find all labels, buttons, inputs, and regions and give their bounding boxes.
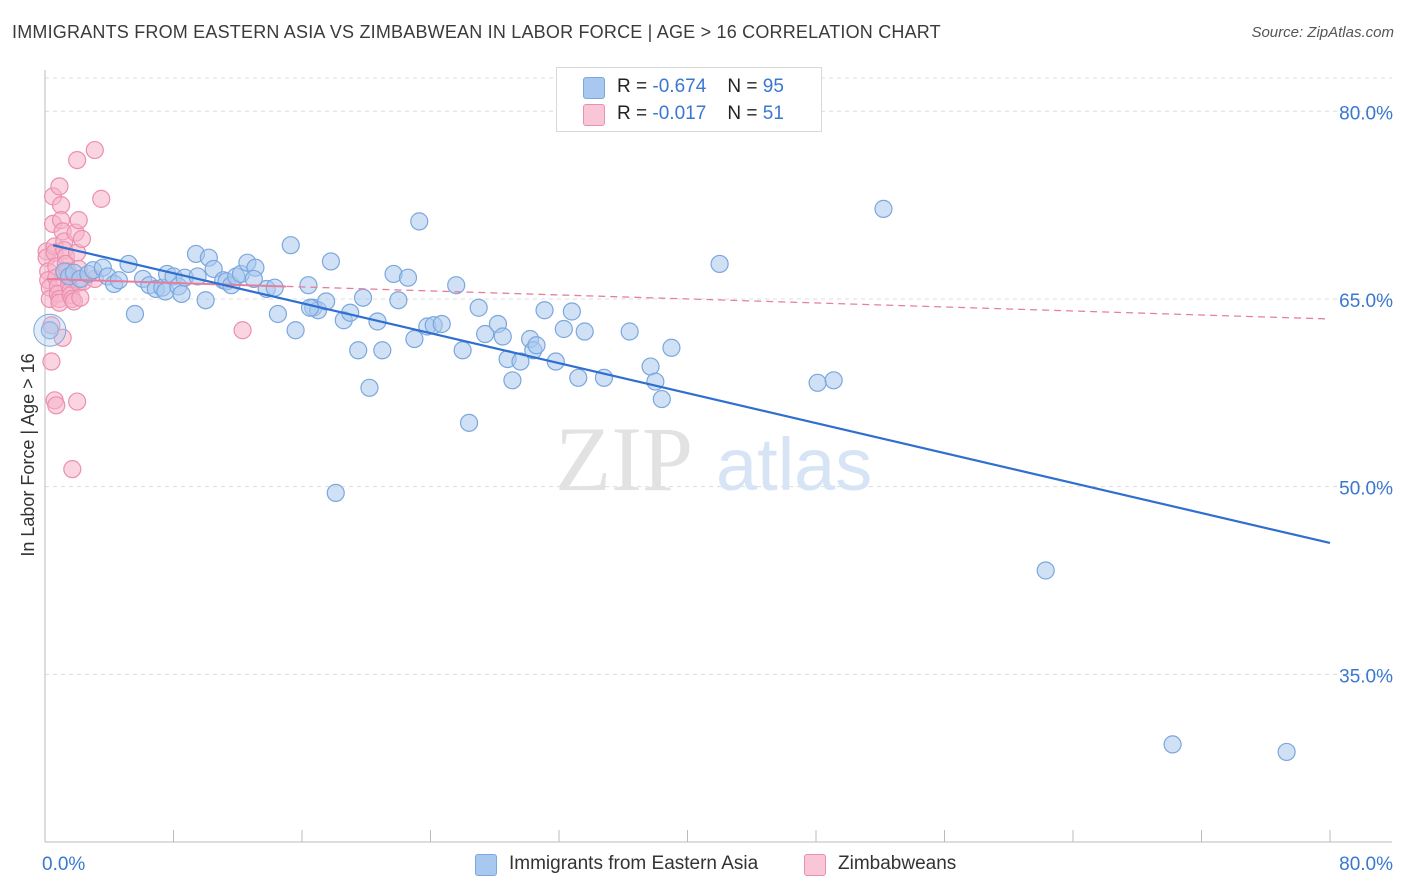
- eastern-asia-point: [1036, 561, 1055, 580]
- zimbabweans-point: [50, 177, 69, 196]
- zimbabweans-trend-line: [46, 278, 1331, 320]
- zimbabweans-point: [47, 396, 66, 415]
- legend-box: R = -0.674 N = 95 R = -0.017 N = 51: [556, 67, 822, 132]
- legend-r-value: -0.017: [652, 103, 707, 124]
- zimbabweans-points: [37, 140, 252, 479]
- zimbabweans-point: [72, 229, 92, 249]
- eastern-asia-point: [353, 288, 373, 307]
- eastern-asia-point: [535, 301, 554, 320]
- eastern-asia-point: [662, 338, 681, 357]
- legend-r-label: R =: [617, 103, 648, 124]
- legend-r-label: R =: [617, 76, 648, 97]
- x-tick-label: 80.0%: [1339, 854, 1393, 875]
- eastern-asia-point: [710, 254, 729, 274]
- eastern-asia-point: [196, 291, 215, 310]
- eastern-asia-point: [562, 302, 581, 321]
- eastern-asia-point: [469, 298, 488, 317]
- y-tick-label: 35.0%: [1339, 666, 1393, 687]
- eastern-asia-point: [453, 341, 472, 360]
- eastern-asia-point: [281, 236, 300, 255]
- zimbabweans-point: [71, 288, 90, 307]
- legend-n-value: 95: [762, 76, 784, 97]
- eastern-asia-point: [1277, 742, 1296, 762]
- eastern-asia-point: [40, 321, 59, 340]
- eastern-asia-point: [299, 276, 318, 295]
- watermark: ZIP atlas: [555, 408, 872, 510]
- legend-swatch-pink: [583, 104, 605, 126]
- eastern-asia-point: [641, 357, 660, 376]
- legend-n-label: N =: [727, 103, 758, 124]
- eastern-asia-point: [527, 336, 546, 355]
- eastern-asia-point: [286, 321, 305, 340]
- eastern-asia-point: [405, 329, 424, 349]
- eastern-asia-point: [326, 483, 345, 503]
- eastern-asia-trend-line: [52, 244, 1331, 545]
- eastern-asia-point: [459, 413, 479, 432]
- eastern-asia-point: [824, 371, 843, 390]
- zimbabweans-point: [69, 211, 88, 230]
- eastern-asia-point: [476, 324, 495, 344]
- eastern-asia-point: [373, 341, 392, 360]
- eastern-asia-point: [265, 278, 284, 297]
- legend-n-label: N =: [727, 76, 758, 97]
- eastern-asia-points: [33, 199, 1296, 762]
- eastern-asia-point: [268, 304, 288, 324]
- zimbabweans-point: [92, 189, 111, 208]
- bottom-legend-label: Immigrants from Eastern Asia: [509, 853, 759, 874]
- legend-r-value: -0.674: [652, 76, 707, 97]
- bottom-legend-swatch-pink: [804, 854, 826, 876]
- x-tick-label: 0.0%: [42, 854, 85, 875]
- y-axis-label: In Labor Force | Age > 16: [18, 353, 38, 556]
- watermark-zip: ZIP: [555, 408, 693, 510]
- zimbabweans-point: [68, 392, 87, 411]
- eastern-asia-point: [808, 373, 827, 392]
- zimbabweans-point: [233, 321, 252, 340]
- eastern-asia-point: [125, 304, 145, 324]
- tick-labels: 80.0% 65.0% 50.0% 35.0% 0.0% 80.0%: [42, 103, 1393, 875]
- eastern-asia-point: [1163, 735, 1182, 754]
- source-label: Source: ZipAtlas.com: [1251, 24, 1394, 41]
- eastern-asia-point: [410, 212, 429, 231]
- eastern-asia-point: [432, 314, 451, 334]
- eastern-asia-point: [300, 298, 320, 317]
- eastern-asia-point: [503, 371, 522, 390]
- eastern-asia-point: [575, 322, 594, 341]
- eastern-asia-point: [389, 291, 408, 310]
- eastern-asia-point: [620, 322, 639, 341]
- chart-title: IMMIGRANTS FROM EASTERN ASIA VS ZIMBABWE…: [12, 22, 941, 42]
- zimbabweans-trend-solid: [46, 277, 286, 288]
- y-tick-label: 65.0%: [1339, 291, 1393, 312]
- eastern-asia-point: [360, 378, 379, 397]
- trend-lines: [46, 244, 1331, 545]
- eastern-asia-point: [349, 341, 368, 360]
- eastern-asia-point: [321, 252, 341, 271]
- y-tick-label: 80.0%: [1339, 103, 1393, 124]
- eastern-asia-point: [33, 313, 67, 347]
- legend-n-value: 51: [762, 103, 784, 124]
- y-tick-label: 50.0%: [1339, 479, 1393, 500]
- zimbabweans-point: [63, 460, 82, 479]
- eastern-asia-point: [244, 269, 263, 289]
- eastern-asia-point: [652, 389, 671, 409]
- zimbabweans-point: [68, 150, 87, 170]
- eastern-asia-point: [493, 327, 512, 346]
- eastern-asia-point: [569, 368, 588, 387]
- grid-layer: [45, 77, 1392, 675]
- eastern-asia-point: [447, 276, 466, 295]
- eastern-asia-point: [511, 352, 530, 371]
- eastern-asia-point: [554, 319, 573, 339]
- bottom-legend-label: Zimbabweans: [838, 853, 957, 874]
- zimbabweans-point: [85, 140, 104, 160]
- bottom-legend-swatch-blue: [475, 854, 497, 876]
- eastern-asia-point: [172, 284, 191, 304]
- eastern-asia-point: [398, 268, 418, 287]
- zimbabweans-point: [42, 352, 61, 371]
- legend-swatch-blue: [583, 77, 605, 99]
- watermark-atlas: atlas: [716, 423, 872, 506]
- eastern-asia-point: [874, 199, 893, 218]
